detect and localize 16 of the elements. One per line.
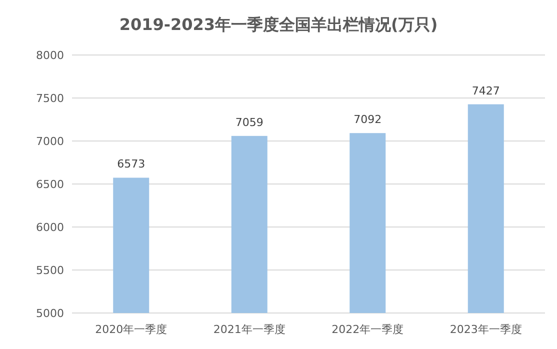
data-label: 6573 <box>117 158 146 171</box>
y-tick-label: 5000 <box>36 307 64 320</box>
x-tick-label: 2023年一季度 <box>450 323 522 336</box>
data-label: 7092 <box>354 113 382 126</box>
y-tick-label: 6500 <box>36 178 64 191</box>
data-label: 7427 <box>472 84 500 98</box>
y-tick-label: 7500 <box>36 92 64 105</box>
y-tick-label: 6000 <box>36 221 64 234</box>
y-tick-label: 5500 <box>36 264 64 277</box>
chart-title: 2019-2023年一季度全国羊出栏情况(万只) <box>119 15 438 34</box>
x-tick-label: 2022年一季度 <box>332 323 404 336</box>
y-tick-label: 8000 <box>36 49 64 62</box>
x-tick-label: 2020年一季度 <box>95 323 168 336</box>
y-tick-label: 7000 <box>36 135 64 148</box>
data-label: 7059 <box>235 116 264 129</box>
x-tick-label: 2021年一季度 <box>213 323 286 336</box>
